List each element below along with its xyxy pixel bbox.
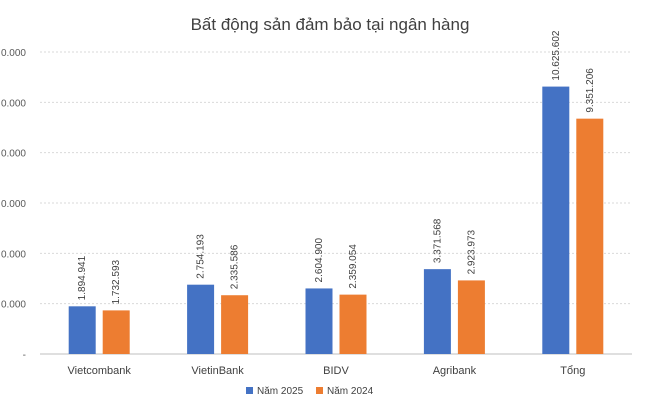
legend-swatch [246, 387, 253, 394]
x-tick-label: BIDV [323, 365, 349, 377]
bar-nam-2025 [423, 269, 451, 354]
bar-nam-2024 [339, 294, 367, 354]
legend-label: Năm 2024 [327, 386, 374, 397]
y-tick-label: 0.000 [1, 300, 26, 311]
bar-nam-2024 [221, 295, 249, 354]
data-label: 1.732.593 [111, 259, 122, 304]
legend-swatch [316, 387, 323, 394]
legend: Năm 2025 Năm 2024 [246, 386, 374, 397]
x-tick-label: Agribank [433, 365, 477, 377]
bars [68, 86, 604, 354]
gridlines [40, 51, 632, 305]
x-tick-label: Vietcombank [68, 365, 132, 377]
bar-nam-2024 [576, 118, 604, 354]
data-label: 3.371.568 [432, 218, 443, 263]
data-label: 2.359.054 [348, 244, 359, 289]
y-tick-label: 0.000 [1, 98, 26, 109]
bar-nam-2025 [187, 284, 215, 354]
bar-nam-2025 [305, 288, 333, 354]
data-label: 2.604.900 [314, 238, 325, 283]
data-label: 1.894.941 [77, 255, 88, 300]
data-label: 2.754.193 [196, 234, 207, 279]
y-tick-label: 0.000 [1, 149, 26, 160]
bar-nam-2025 [68, 306, 96, 354]
y-tick-label: 0.000 [1, 48, 26, 59]
bar-nam-2024 [102, 310, 130, 354]
bar-nam-2024 [457, 280, 485, 354]
data-labels: 1.894.941 1.732.593 2.754.193 2.335.586 2.60… [77, 30, 596, 304]
y-tick-label: - [23, 350, 26, 361]
bar-nam-2025 [542, 86, 570, 354]
data-label: 2.335.586 [230, 244, 241, 289]
data-label: 10.625.602 [551, 30, 562, 80]
data-label: 2.923.973 [466, 229, 477, 274]
y-tick-label: 0.000 [1, 199, 26, 210]
data-label: 9.351.206 [585, 68, 596, 113]
x-tick-label: VietinBank [191, 365, 244, 377]
y-tick-label: 0.000 [1, 249, 26, 260]
y-axis: - 0.000 0.000 0.000 0.000 0.000 0.000 [1, 48, 26, 361]
chart-title: Bất động sản đảm bảo tại ngân hàng [191, 15, 470, 34]
x-tick-label: Tổng [560, 365, 585, 377]
x-axis: Vietcombank VietinBank BIDV Agribank Tổng [40, 353, 632, 377]
legend-label: Năm 2025 [257, 386, 304, 397]
